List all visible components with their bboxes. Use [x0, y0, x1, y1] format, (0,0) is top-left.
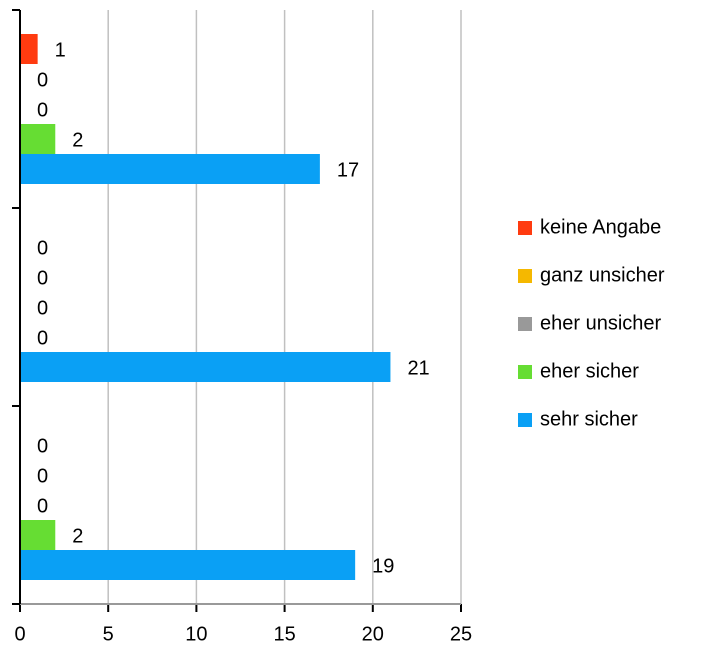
data-label: 19: [372, 555, 394, 577]
legend-label: eher sicher: [540, 360, 639, 382]
data-label: 0: [37, 465, 48, 487]
legend-label: eher unsicher: [540, 312, 662, 334]
data-label: 0: [37, 99, 48, 121]
data-label: 0: [37, 327, 48, 349]
data-label: 0: [37, 435, 48, 457]
data-label: 0: [37, 237, 48, 259]
bar: [20, 34, 38, 64]
x-tick-label: 10: [185, 623, 207, 645]
bar: [20, 154, 320, 184]
data-label: 0: [37, 267, 48, 289]
data-label: 21: [407, 357, 429, 379]
legend-label: keine Angabe: [540, 216, 661, 238]
data-label: 17: [337, 159, 359, 181]
data-label: 2: [72, 525, 83, 547]
x-tick-label: 25: [450, 623, 472, 645]
bar: [20, 124, 56, 154]
legend-swatch: [518, 221, 532, 235]
data-label: 0: [37, 495, 48, 517]
legend-swatch: [518, 413, 532, 427]
x-tick-label: 15: [273, 623, 295, 645]
x-tick-label: 5: [103, 623, 114, 645]
x-tick-label: 0: [14, 623, 25, 645]
legend-label: ganz unsicher: [540, 264, 665, 286]
bar: [20, 550, 356, 580]
x-tick-label: 20: [362, 623, 384, 645]
legend-label: sehr sicher: [540, 408, 638, 430]
data-label: 0: [37, 69, 48, 91]
bar: [20, 352, 391, 382]
data-label: 2: [72, 129, 83, 151]
bar: [20, 520, 56, 550]
legend-swatch: [518, 317, 532, 331]
legend-swatch: [518, 365, 532, 379]
data-label: 1: [55, 39, 66, 61]
legend-swatch: [518, 269, 532, 283]
data-label: 0: [37, 297, 48, 319]
